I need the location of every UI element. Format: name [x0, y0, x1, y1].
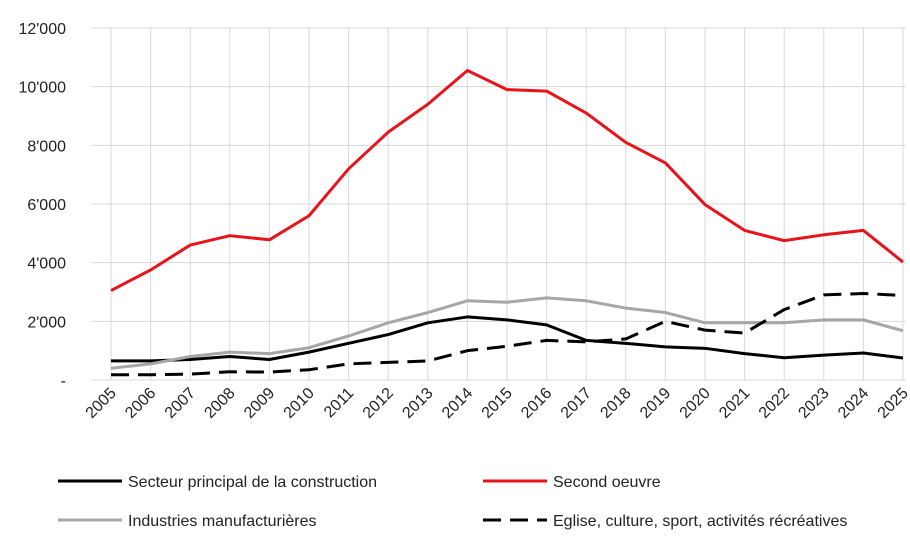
x-tick-label: 2021 — [716, 385, 753, 422]
x-tick-label: 2023 — [795, 385, 832, 422]
y-tick-label: 6'000 — [27, 197, 66, 214]
x-tick-label: 2012 — [360, 385, 397, 422]
line-series — [111, 315, 904, 363]
x-tick-label: 2005 — [83, 385, 120, 422]
legend-label: Secteur principal de la construction — [128, 474, 377, 491]
y-tick-label: 2'000 — [27, 314, 66, 331]
x-tick-label: 2017 — [558, 385, 595, 422]
x-tick-label: 2016 — [518, 385, 555, 422]
legend-label: Second oeuvre — [553, 474, 661, 491]
line-series — [110, 69, 904, 292]
x-tick-label: 2008 — [201, 385, 238, 422]
x-tick-label: 2019 — [637, 385, 674, 422]
y-tick-label: 10'000 — [18, 80, 66, 97]
x-tick-label: 2013 — [399, 385, 436, 422]
x-tick-label: 2025 — [875, 385, 910, 422]
x-tick-label: 2011 — [321, 385, 357, 421]
x-tick-label: 2006 — [122, 385, 159, 422]
x-tick-label: 2010 — [281, 385, 318, 422]
x-tick-label: 2014 — [439, 385, 476, 422]
legend-label: Industries manufacturières — [128, 513, 317, 530]
x-tick-label: 2024 — [835, 385, 872, 422]
x-tick-label: 2018 — [597, 385, 634, 422]
x-tick-label: 2015 — [479, 385, 516, 422]
x-tick-label: 2020 — [677, 385, 714, 422]
y-tick-label: - — [61, 373, 66, 390]
x-tick-label: 2009 — [241, 385, 278, 422]
y-tick-label: 12'000 — [18, 21, 66, 38]
line-series — [110, 296, 904, 370]
y-tick-label: 8'000 — [27, 138, 66, 155]
legend-label: Eglise, culture, sport, activités récréa… — [553, 513, 847, 530]
y-tick-label: 4'000 — [27, 256, 66, 273]
x-tick-label: 2007 — [162, 385, 199, 422]
x-tick-label: 2022 — [756, 385, 793, 422]
